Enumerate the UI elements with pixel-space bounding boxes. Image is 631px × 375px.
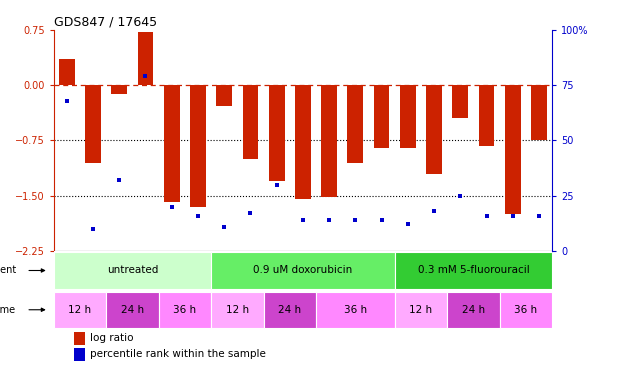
Text: 12 h: 12 h bbox=[68, 305, 91, 315]
Bar bbox=[211, 252, 395, 288]
Point bbox=[193, 213, 203, 219]
Point bbox=[455, 193, 465, 199]
Bar bbox=[269, 85, 285, 181]
Text: 36 h: 36 h bbox=[174, 305, 196, 315]
Point bbox=[141, 74, 151, 80]
Bar bbox=[54, 292, 106, 328]
Bar bbox=[500, 292, 552, 328]
Bar bbox=[400, 85, 416, 148]
Text: 36 h: 36 h bbox=[344, 305, 367, 315]
Bar bbox=[348, 85, 363, 162]
Point bbox=[88, 226, 98, 232]
Point bbox=[534, 213, 544, 219]
Bar bbox=[531, 85, 547, 140]
Point bbox=[324, 217, 334, 223]
Point bbox=[245, 210, 256, 216]
Bar bbox=[505, 85, 521, 214]
Text: 12 h: 12 h bbox=[410, 305, 432, 315]
Text: 24 h: 24 h bbox=[462, 305, 485, 315]
Text: time: time bbox=[0, 305, 16, 315]
Text: 12 h: 12 h bbox=[226, 305, 249, 315]
Point bbox=[429, 208, 439, 214]
Point bbox=[219, 224, 229, 230]
Bar bbox=[321, 85, 337, 197]
Bar bbox=[374, 85, 389, 148]
Text: 36 h: 36 h bbox=[514, 305, 538, 315]
Bar bbox=[211, 292, 264, 328]
Bar bbox=[59, 60, 74, 85]
Text: untreated: untreated bbox=[107, 266, 158, 276]
Bar bbox=[264, 292, 316, 328]
Bar bbox=[85, 85, 101, 162]
Bar bbox=[295, 85, 310, 200]
Bar bbox=[158, 292, 211, 328]
Point bbox=[508, 213, 518, 219]
Point bbox=[298, 217, 308, 223]
Bar bbox=[111, 85, 127, 94]
Bar bbox=[106, 292, 158, 328]
Point bbox=[271, 182, 281, 188]
Text: 24 h: 24 h bbox=[121, 305, 144, 315]
Bar bbox=[138, 32, 153, 85]
Text: GDS847 / 17645: GDS847 / 17645 bbox=[54, 16, 156, 29]
Bar bbox=[316, 292, 395, 328]
Text: 0.3 mM 5-fluorouracil: 0.3 mM 5-fluorouracil bbox=[418, 266, 529, 276]
Bar bbox=[216, 85, 232, 106]
Bar bbox=[452, 85, 468, 118]
Bar bbox=[54, 252, 211, 288]
Text: 0.9 uM doxorubicin: 0.9 uM doxorubicin bbox=[253, 266, 353, 276]
Text: agent: agent bbox=[0, 266, 16, 276]
Text: 24 h: 24 h bbox=[278, 305, 302, 315]
Bar bbox=[447, 292, 500, 328]
Point bbox=[403, 221, 413, 227]
Bar bbox=[395, 252, 552, 288]
Point bbox=[62, 98, 72, 104]
Bar bbox=[74, 348, 85, 361]
Point bbox=[114, 177, 124, 183]
Bar bbox=[479, 85, 495, 146]
Point bbox=[350, 217, 360, 223]
Bar bbox=[190, 85, 206, 207]
Bar bbox=[426, 85, 442, 174]
Bar bbox=[164, 85, 180, 201]
Bar bbox=[395, 292, 447, 328]
Bar bbox=[242, 85, 258, 159]
Text: percentile rank within the sample: percentile rank within the sample bbox=[90, 350, 266, 360]
Point bbox=[167, 204, 177, 210]
Point bbox=[481, 213, 492, 219]
Point bbox=[377, 217, 387, 223]
Text: log ratio: log ratio bbox=[90, 333, 133, 344]
Bar bbox=[74, 332, 85, 345]
